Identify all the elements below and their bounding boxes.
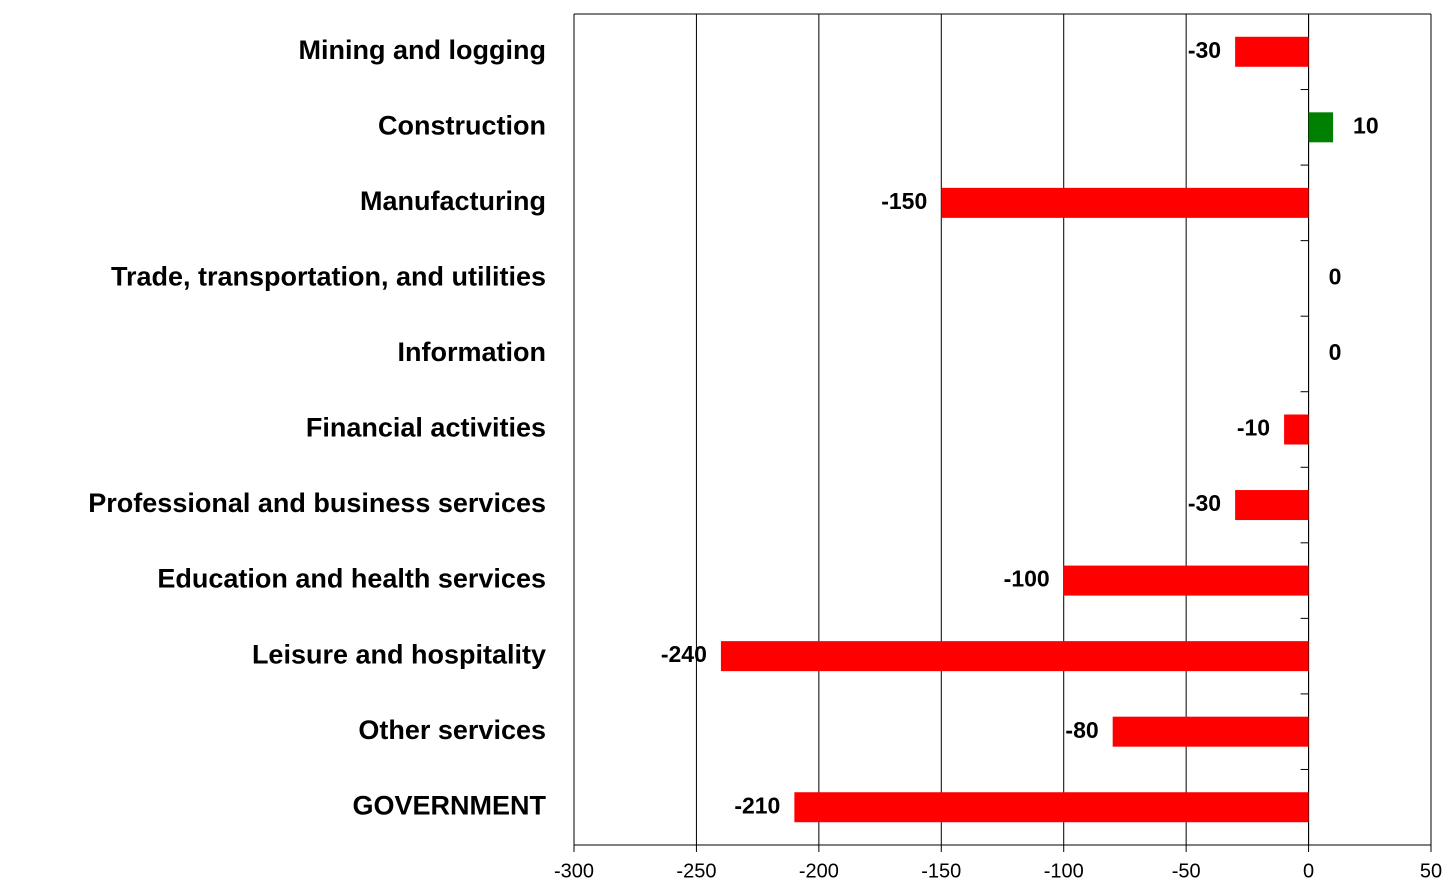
x-tick-label: -150	[921, 860, 961, 882]
category-label: Other services	[358, 715, 546, 745]
value-label: -150	[881, 188, 927, 214]
value-label: -30	[1188, 490, 1221, 516]
value-label: -100	[1004, 566, 1050, 592]
bar	[1063, 565, 1309, 596]
value-label: -210	[734, 792, 780, 818]
value-label: -240	[661, 641, 707, 667]
bar	[1308, 112, 1334, 143]
category-label: Trade, transportation, and utilities	[111, 262, 546, 292]
x-tick-label: -300	[554, 860, 594, 882]
bar	[941, 187, 1309, 218]
x-tick-label: -50	[1172, 860, 1201, 882]
x-tick-label: -100	[1044, 860, 1084, 882]
value-label: 0	[1329, 263, 1342, 289]
value-label: -30	[1188, 37, 1221, 63]
category-label: Leisure and hospitality	[252, 639, 546, 669]
value-label: -80	[1065, 717, 1098, 743]
category-label: Professional and business services	[88, 488, 546, 518]
value-label: 0	[1329, 339, 1342, 365]
value-label: 10	[1353, 112, 1379, 138]
x-tick-label: -250	[676, 860, 716, 882]
bar	[1284, 414, 1309, 445]
category-label: GOVERNMENT	[352, 790, 546, 820]
bar	[1112, 716, 1309, 747]
bar	[794, 792, 1309, 823]
category-label: Financial activities	[306, 413, 546, 443]
category-label: Mining and logging	[299, 35, 546, 65]
bar	[720, 641, 1309, 672]
x-tick-label: 0	[1303, 860, 1314, 882]
x-tick-label: 50	[1420, 860, 1442, 882]
bar	[1235, 490, 1309, 521]
category-label: Information	[398, 337, 547, 367]
category-label: Manufacturing	[360, 186, 546, 216]
value-label: -10	[1237, 415, 1270, 441]
category-label: Construction	[378, 110, 546, 140]
x-tick-label: -200	[799, 860, 839, 882]
bar	[1235, 36, 1309, 67]
category-label: Education and health services	[157, 564, 546, 594]
